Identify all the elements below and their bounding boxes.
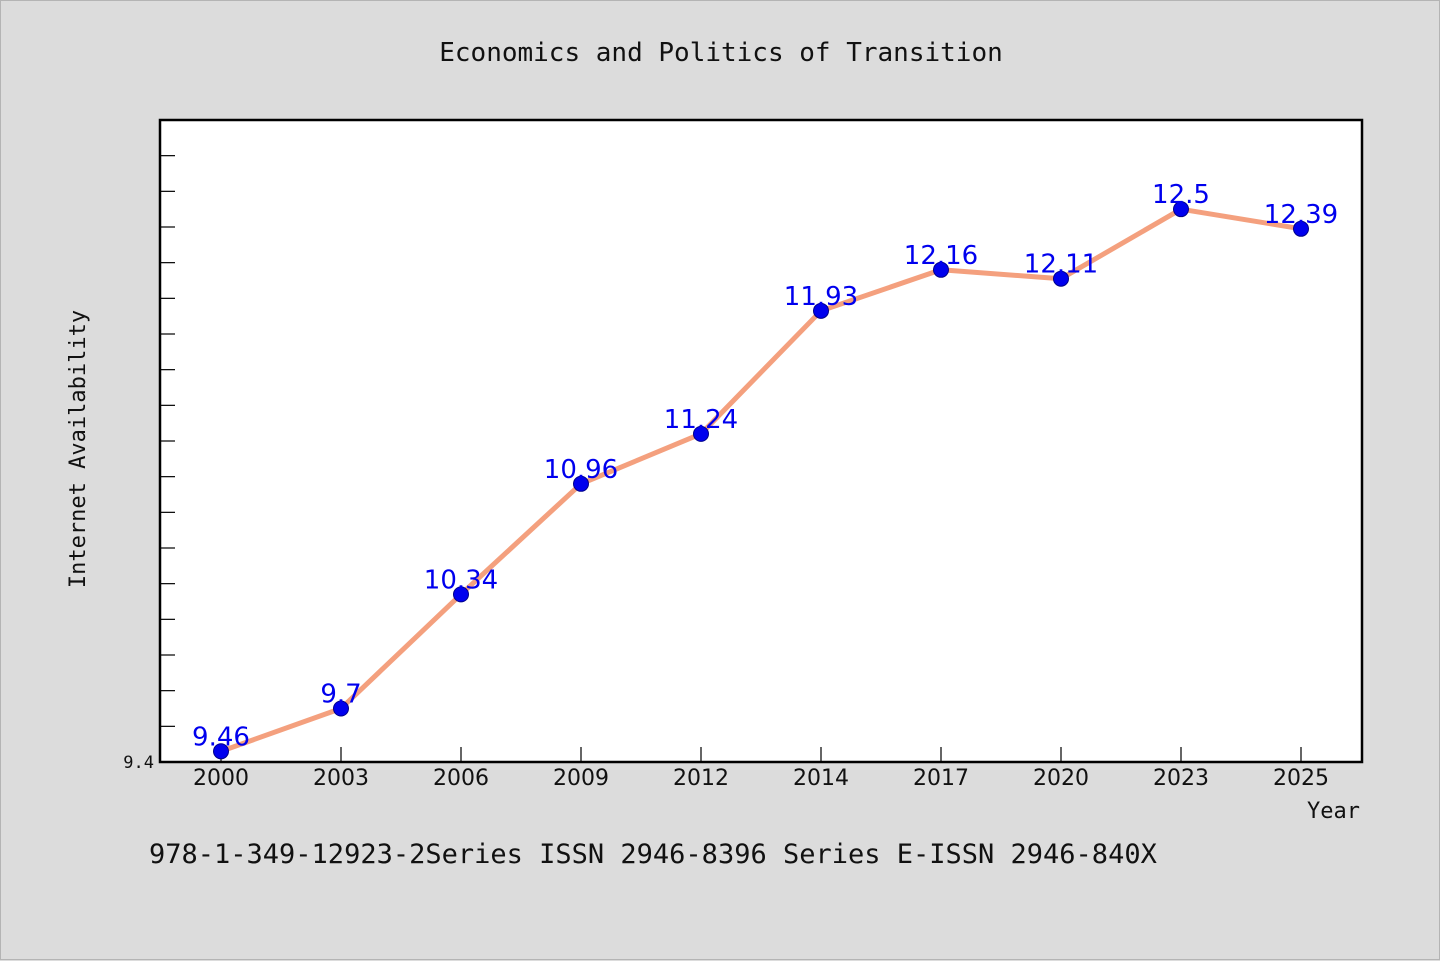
x-axis-tick-labels: 2000 2003 2006 2009 2012 2014 2017 2020 2023 2025	[193, 747, 1329, 791]
data-point	[1173, 201, 1189, 218]
footer-identifiers: 978-1-349-12923-2Series ISSN 2946-8396 S…	[149, 839, 1157, 870]
data-point	[933, 261, 949, 278]
data-point	[213, 743, 229, 760]
data-point	[333, 700, 349, 717]
data-point	[693, 425, 709, 442]
data-label: 10.34	[424, 565, 498, 595]
data-point	[1053, 270, 1069, 287]
data-point	[813, 302, 829, 319]
x-tick-label: 2017	[913, 766, 969, 791]
data-label: 12.11	[1024, 250, 1098, 280]
data-label: 12.16	[904, 241, 978, 271]
data-label: 9.7	[320, 680, 361, 710]
data-label: 11.24	[664, 405, 738, 435]
y-axis-tick-labels: 9.4	[123, 753, 154, 773]
x-tick-label: 2009	[553, 766, 609, 791]
series-line	[218, 206, 1304, 754]
data-label: 9.46	[192, 722, 250, 752]
data-label: 12.5	[1152, 180, 1210, 210]
y-tick-label: 9.4	[123, 753, 154, 773]
data-label: 10.96	[544, 455, 618, 485]
data-markers	[213, 201, 1309, 760]
x-tick-label: 2014	[793, 766, 849, 791]
data-point	[573, 475, 589, 492]
x-tick-label: 2025	[1273, 766, 1329, 791]
x-axis-label: Year	[1307, 799, 1360, 824]
x-tick-label: 2020	[1033, 766, 1089, 791]
y-axis-ticks	[160, 119, 175, 763]
x-tick-label: 2006	[433, 766, 489, 791]
x-tick-label: 2000	[193, 766, 249, 791]
y-axis-label: Internet Availability	[66, 310, 91, 588]
data-label: 12.39	[1264, 200, 1338, 230]
x-tick-label: 2003	[313, 766, 369, 791]
plot-area	[158, 118, 1364, 764]
x-tick-label: 2012	[673, 766, 729, 791]
data-labels: 9.46 9.7 10.34 10.96 11.24 11.93 12.16 12.11 12.…	[192, 180, 1338, 752]
data-point	[1293, 220, 1309, 237]
data-point	[453, 586, 469, 603]
chart-title: Economics and Politics of Transition	[439, 38, 1003, 68]
x-tick-label: 2023	[1153, 766, 1209, 791]
data-label: 11.93	[784, 282, 858, 312]
